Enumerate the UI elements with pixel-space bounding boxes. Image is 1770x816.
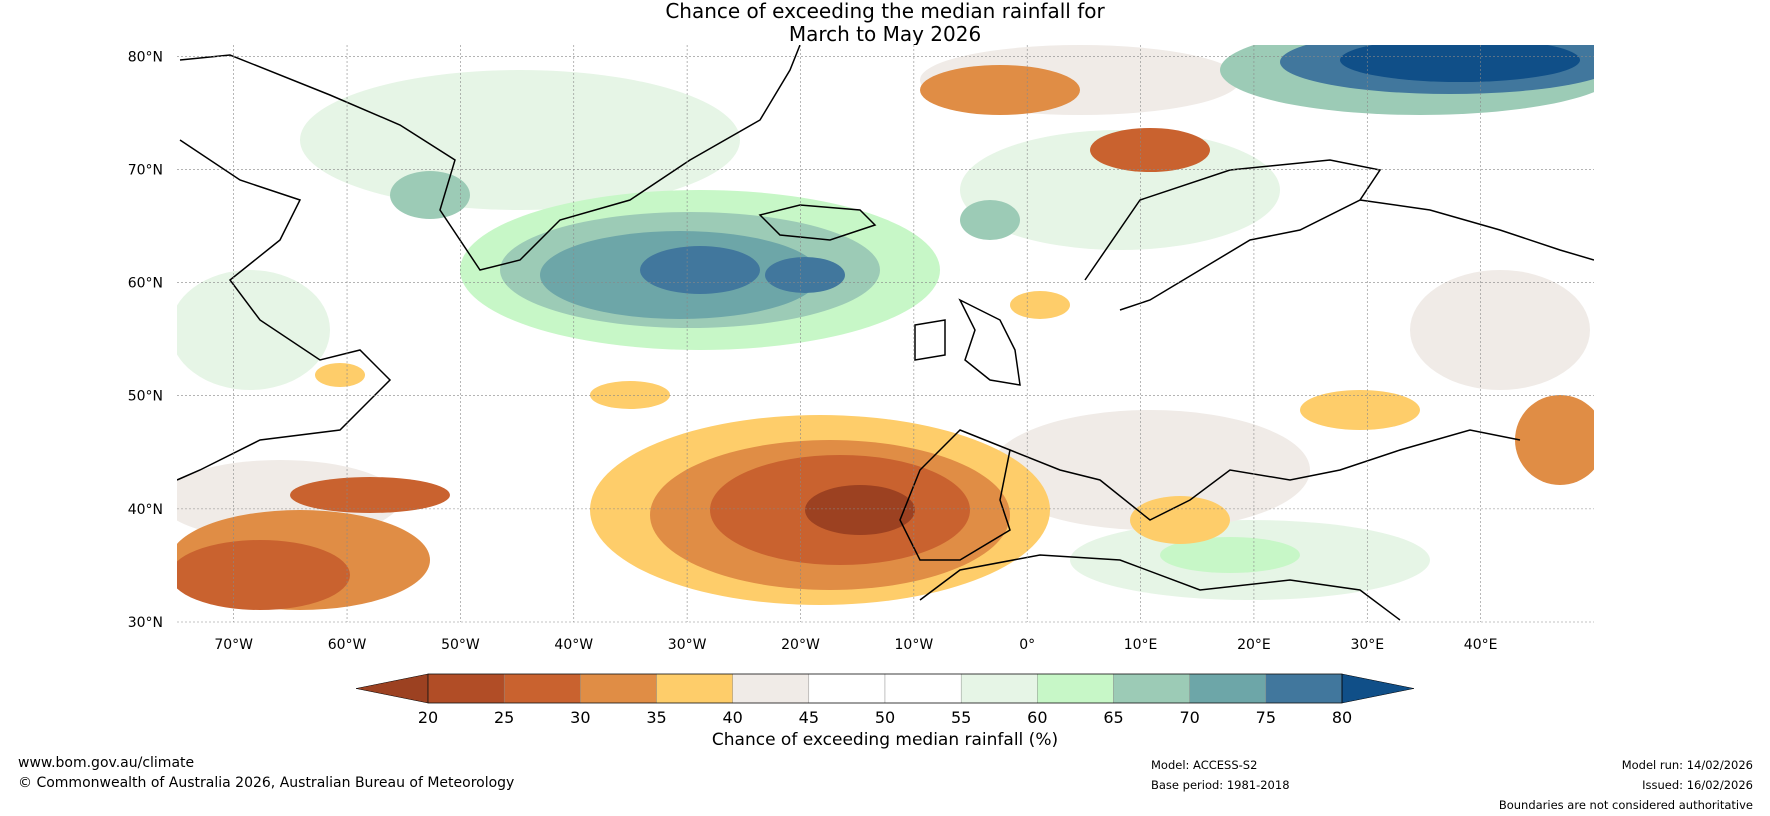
beige-patch xyxy=(1410,270,1590,390)
north-america-coast xyxy=(177,139,392,481)
wet-anomaly-70 xyxy=(390,171,470,219)
latitude-labels: 80°N 70°N 60°N 50°N 40°N 30°N xyxy=(128,49,163,631)
dry-anomaly-20 xyxy=(805,485,915,535)
dry-anomaly-35 xyxy=(1130,496,1230,544)
russia-coast xyxy=(1359,199,1594,261)
lon-label: 40°W xyxy=(554,637,593,653)
colorbar-segment xyxy=(1265,673,1343,704)
colorbar-tick-label: 40 xyxy=(722,708,742,727)
colorbar-tick-label: 50 xyxy=(875,708,895,727)
lat-label: 40°N xyxy=(128,502,163,518)
lat-label: 60°N xyxy=(128,276,163,292)
mediterranean-north-coast xyxy=(1009,429,1521,521)
copyright-text: © Commonwealth of Australia 2026, Austra… xyxy=(18,775,515,791)
colorbar-segment xyxy=(656,673,733,704)
lon-label: 40°E xyxy=(1464,637,1498,653)
lon-label: 70°W xyxy=(214,637,253,653)
title-line-1: Chance of exceeding the median rainfall … xyxy=(665,0,1105,23)
pale-green-patch xyxy=(300,70,740,210)
wet-anomaly-80 xyxy=(640,246,760,294)
lon-label: 20°W xyxy=(781,637,820,653)
dry-anomaly-35 xyxy=(1010,291,1070,319)
colorbar: 20 25 30 35 40 45 50 55 60 65 70 75 80 xyxy=(355,673,1415,727)
colorbar-segment xyxy=(1189,673,1267,704)
colorbar-tick-label: 30 xyxy=(570,708,590,727)
model-text: Model: ACCESS-S2 xyxy=(1151,758,1258,772)
colorbar-tick-label: 75 xyxy=(1256,708,1276,727)
issued-text: Issued: 16/02/2026 xyxy=(1642,778,1753,792)
pale-green-patch xyxy=(177,270,330,390)
colorbar-tick-label: 20 xyxy=(418,708,438,727)
colorbar-tick-label: 65 xyxy=(1103,708,1123,727)
greenland-coast xyxy=(179,45,801,271)
lon-label: 0° xyxy=(1019,637,1035,653)
wet-anomaly-70 xyxy=(960,200,1020,240)
colorbar-tick-label: 80 xyxy=(1332,708,1352,727)
ireland xyxy=(914,319,946,361)
lat-label: 50°N xyxy=(128,389,163,405)
lon-label: 30°W xyxy=(668,637,707,653)
model-run-text: Model run: 14/02/2026 xyxy=(1621,758,1753,772)
dry-anomaly-35 xyxy=(315,363,365,387)
map-title: Chance of exceeding the median rainfall … xyxy=(0,0,1770,46)
colorbar-low-extension xyxy=(355,673,429,704)
dry-anomaly-25 xyxy=(1090,128,1210,172)
dry-anomaly-35 xyxy=(1300,390,1420,430)
wet-anomaly-65 xyxy=(1160,537,1300,573)
dry-anomaly-25 xyxy=(290,477,450,513)
disclaimer-text: Boundaries are not considered authoritat… xyxy=(1498,798,1753,812)
iberia xyxy=(899,429,1011,561)
colorbar-segment xyxy=(808,673,886,704)
graticule xyxy=(177,45,1594,623)
colorbar-segment xyxy=(1113,673,1190,704)
website-text: www.bom.gov.au/climate xyxy=(18,755,195,771)
wet-anomaly-80 xyxy=(765,257,845,293)
colorbar-segment xyxy=(960,673,1038,704)
colorbar-label: Chance of exceeding median rainfall (%) xyxy=(712,730,1058,750)
title-line-2: March to May 2026 xyxy=(788,22,982,46)
rainfall-field xyxy=(177,45,1594,621)
lon-label: 50°W xyxy=(441,637,480,653)
colorbar-segment xyxy=(427,673,505,704)
lat-label: 70°N xyxy=(128,162,163,178)
colorbar-high-extension xyxy=(1341,673,1415,704)
base-period-text: Base period: 1981-2018 xyxy=(1151,778,1290,792)
colorbar-segment xyxy=(1037,673,1114,704)
lon-label: 10°W xyxy=(895,637,934,653)
colorbar-tick-label: 55 xyxy=(951,708,971,727)
colorbar-tick-label: 25 xyxy=(494,708,514,727)
lat-label: 80°N xyxy=(128,49,163,65)
great-britain xyxy=(958,298,1021,386)
africa-north-coast xyxy=(919,554,1401,621)
wet-anomaly-max xyxy=(1340,45,1580,82)
lon-label: 10°E xyxy=(1124,637,1158,653)
dry-anomaly-35 xyxy=(590,381,670,409)
colorbar-tick-label: 70 xyxy=(1179,708,1199,727)
colorbar-segment xyxy=(503,673,581,704)
dry-anomaly-30 xyxy=(920,65,1080,115)
beige-patch xyxy=(990,410,1310,530)
lon-label: 60°W xyxy=(328,637,367,653)
lon-label: 20°E xyxy=(1237,637,1271,653)
lat-label: 30°N xyxy=(128,615,163,631)
colorbar-outline xyxy=(427,673,1343,704)
colorbar-segment xyxy=(884,673,962,704)
colorbar-tick-label: 60 xyxy=(1027,708,1047,727)
colorbar-tick-label: 45 xyxy=(799,708,819,727)
longitude-labels: 70°W 60°W 50°W 40°W 30°W 20°W 10°W 0° 10°E 20°E 30… xyxy=(214,637,1497,653)
colorbar-tick-label: 35 xyxy=(646,708,666,727)
dry-anomaly-30 xyxy=(1515,395,1594,485)
colorbar-segment xyxy=(732,673,810,704)
coastlines xyxy=(177,45,1594,621)
lon-label: 30°E xyxy=(1350,637,1384,653)
colorbar-segment xyxy=(580,673,657,704)
dry-anomaly-25 xyxy=(177,540,350,610)
iceland xyxy=(758,204,877,241)
